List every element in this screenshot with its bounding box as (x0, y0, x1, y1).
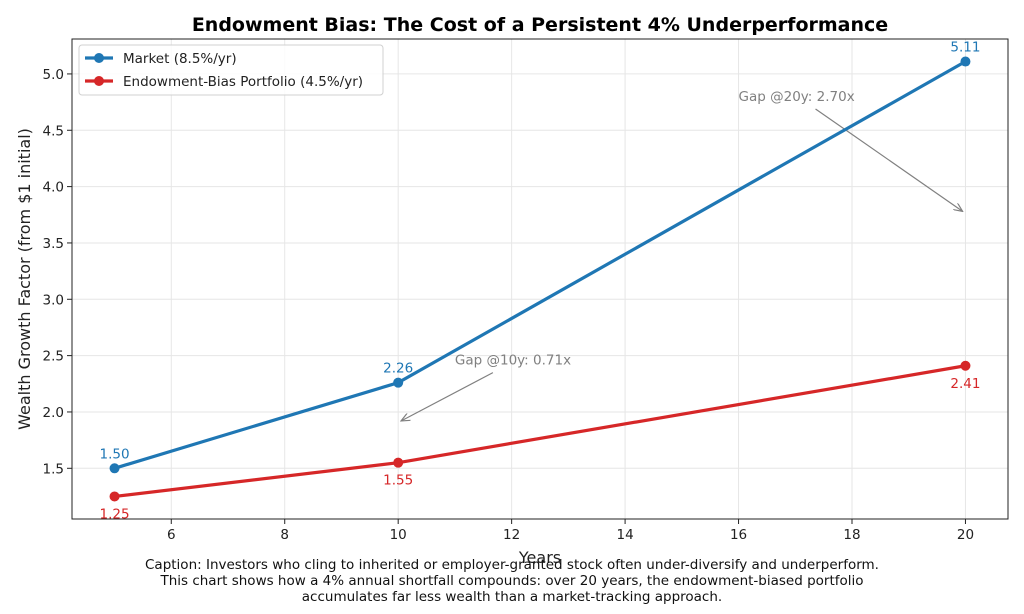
data-point (960, 360, 971, 371)
y-tick-label: 4.5 (43, 123, 64, 139)
caption-line: Caption: Investors who cling to inherite… (145, 557, 879, 573)
series-group: 1.50 2.26 5.11 1.25 1.55 2.41 (100, 40, 981, 523)
x-tick-label: 16 (730, 527, 747, 543)
legend: Market (8.5%/yr) Endowment-Bias Portfolio… (78, 44, 384, 96)
data-point (960, 56, 971, 67)
legend-item: Market (8.5%/yr) (85, 51, 237, 67)
y-tick-label: 2.0 (43, 405, 64, 421)
annotation-text: Gap @10y: 0.71x (455, 353, 571, 369)
series-market: 1.50 2.26 5.11 (100, 40, 980, 474)
annotation-arrow (815, 108, 963, 211)
legend-marker (94, 76, 104, 86)
data-point (109, 463, 120, 474)
legend-marker (94, 53, 104, 63)
data-label: 5.11 (950, 40, 980, 56)
legend-item: Endowment-Bias Portfolio (4.5%/yr) (85, 74, 363, 90)
legend-label: Market (8.5%/yr) (123, 51, 237, 67)
x-tick-label: 14 (616, 527, 633, 543)
y-tick-label: 1.5 (43, 461, 64, 477)
caption: Caption: Investors who cling to inherite… (0, 557, 1024, 605)
y-tick-label: 2.5 (43, 349, 64, 365)
data-point (393, 457, 404, 468)
chart-title: Endowment Bias: The Cost of a Persistent… (192, 14, 888, 36)
x-tick-label: 6 (167, 527, 176, 543)
series-endowment-bias: 1.25 1.55 2.41 (100, 360, 980, 522)
series-line (114, 60, 967, 470)
x-tick-label: 18 (843, 527, 860, 543)
plot-frame (71, 38, 1009, 520)
y-axis: 1.5 2.0 2.5 3.0 3.5 4.0 4.5 5.0 (43, 67, 72, 477)
annotations: Gap @10y: 0.71x Gap @20y: 2.70x (401, 89, 963, 421)
data-label: 1.25 (100, 506, 130, 522)
y-tick-label: 3.5 (43, 236, 64, 252)
grid (72, 39, 1008, 519)
data-point (393, 377, 404, 388)
data-label: 1.55 (383, 473, 413, 489)
data-point (109, 491, 120, 502)
x-tick-label: 20 (957, 527, 974, 543)
caption-line: accumulates far less wealth than a marke… (301, 589, 723, 605)
x-axis-label: Years (518, 548, 561, 567)
y-axis-label: Wealth Growth Factor (from $1 initial) (15, 128, 34, 430)
y-tick-label: 4.0 (43, 180, 64, 196)
legend-box (78, 44, 384, 96)
data-label: 2.26 (383, 361, 413, 377)
legend-label: Endowment-Bias Portfolio (4.5%/yr) (123, 74, 363, 90)
data-label: 1.50 (100, 446, 130, 462)
y-tick-label: 3.0 (43, 292, 64, 308)
x-axis: 6 8 10 12 14 16 18 20 (167, 519, 974, 543)
annotation-arrow (401, 372, 494, 421)
annotation-text: Gap @20y: 2.70x (739, 89, 855, 105)
x-tick-label: 12 (503, 527, 520, 543)
y-tick-label: 5.0 (43, 67, 64, 83)
x-tick-label: 8 (280, 527, 289, 543)
caption-line: This chart shows how a 4% annual shortfa… (160, 573, 864, 589)
x-tick-label: 10 (390, 527, 407, 543)
data-label: 2.41 (950, 376, 980, 392)
